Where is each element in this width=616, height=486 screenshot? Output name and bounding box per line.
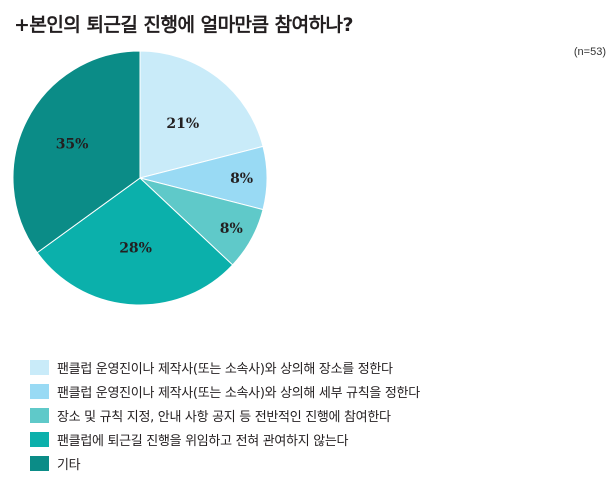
legend-label: 팬클럽에 퇴근길 진행을 위임하고 전혀 관여하지 않는다 — [57, 434, 349, 449]
legend-item-5: 기타 — [30, 455, 420, 473]
pie-slice-4 — [36, 177, 234, 306]
legend-item-3: 장소 및 규칙 지정, 안내 사항 공지 등 전반적인 진행에 참여한다 — [30, 407, 420, 425]
slice-value-label-2: 8% — [230, 171, 253, 187]
legend-swatch — [30, 384, 49, 399]
legend-label: 기타 — [57, 458, 81, 473]
pie-slices — [12, 50, 268, 306]
legend-swatch — [30, 408, 49, 423]
legend-swatch — [30, 360, 49, 375]
legend-item-1: 팬클럽 운영진이나 제작사(또는 소속사)와 상의해 장소를 정한다 — [30, 359, 420, 377]
legend-item-2: 팬클럽 운영진이나 제작사(또는 소속사)와 상의해 세부 규칙을 정한다 — [30, 383, 420, 401]
legend-swatch — [30, 432, 49, 447]
sample-size-note: (n=53) — [573, 46, 606, 58]
pie-slice-5 — [12, 50, 141, 254]
slice-value-label-3: 8% — [220, 221, 243, 237]
pie-labels: 21% 8% 8% 28% 35% — [56, 116, 253, 257]
slice-value-label-5: 35% — [56, 136, 89, 152]
slice-value-label-1: 21% — [166, 116, 199, 132]
pie-slice-1 — [139, 50, 264, 179]
legend-item-4: 팬클럽에 퇴근길 진행을 위임하고 전혀 관여하지 않는다 — [30, 431, 420, 449]
chart-title: +본인의 퇴근길 진행에 얼마만큼 참여하나? — [14, 14, 354, 36]
legend-label: 장소 및 규칙 지정, 안내 사항 공지 등 전반적인 진행에 참여한다 — [57, 410, 391, 425]
slice-value-label-4: 28% — [119, 241, 152, 257]
legend-label: 팬클럽 운영진이나 제작사(또는 소속사)와 상의해 장소를 정한다 — [57, 362, 393, 377]
legend-label: 팬클럽 운영진이나 제작사(또는 소속사)와 상의해 세부 규칙을 정한다 — [57, 386, 420, 401]
legend-swatch — [30, 456, 49, 471]
